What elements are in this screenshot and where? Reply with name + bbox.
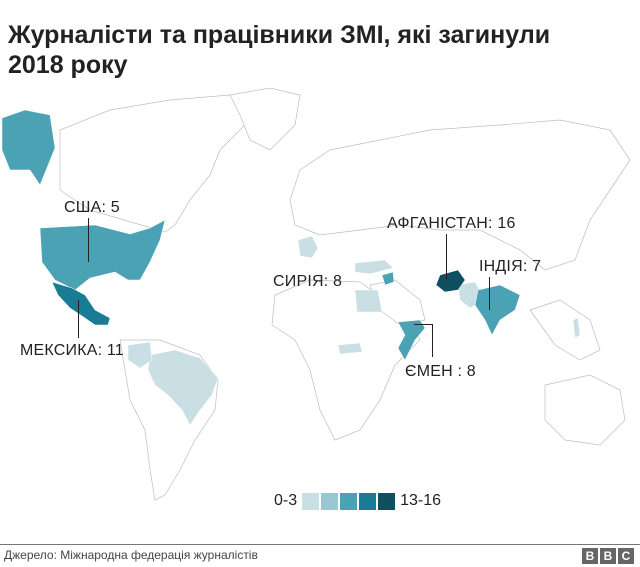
chart-title: Журналісти та працівники ЗМІ, які загину… [8, 21, 551, 79]
bbc-logo-letter: B [582, 548, 598, 564]
label-yemen: ЄМЕН : 8 [405, 363, 476, 380]
leader-afghanistan [446, 234, 447, 279]
label-syria: СИРІЯ: 8 [273, 273, 343, 290]
legend-swatch-5 [378, 492, 396, 510]
footer-divider [0, 544, 640, 545]
car [337, 342, 363, 355]
leader-mexico [78, 300, 79, 338]
leader-usa [88, 218, 89, 262]
legend-swatch-4 [359, 492, 377, 510]
canada [59, 94, 261, 233]
world-map [1, 88, 631, 501]
mexico [51, 281, 111, 326]
legend-swatch-1 [302, 492, 320, 510]
brazil [147, 349, 219, 426]
legend: 0-3 13-16 [274, 492, 441, 510]
philippines [572, 317, 581, 339]
label-afghanistan: АФГАНІСТАН: 16 [387, 215, 516, 232]
australia [544, 374, 626, 446]
colombia [127, 341, 153, 369]
label-mexico: МЕКСИКА: 11 [20, 342, 124, 359]
bbc-logo: B B C [582, 548, 634, 564]
africa [271, 279, 421, 441]
usa [39, 219, 166, 291]
turkey [354, 259, 394, 275]
leader-india [489, 277, 490, 310]
france [297, 235, 319, 259]
legend-max-label: 13-16 [400, 492, 442, 509]
bbc-logo-letter: B [600, 548, 616, 564]
source-text: Джерело: Міжнародна федерація журналісті… [4, 548, 258, 562]
greenland [229, 88, 301, 151]
southeast-asia [529, 299, 601, 361]
bbc-logo-letter: C [618, 548, 634, 564]
leader-yemen-v [432, 324, 433, 357]
alaska [1, 109, 56, 186]
egypt [354, 289, 383, 313]
legend-min-label: 0-3 [274, 492, 298, 509]
leader-yemen-h [414, 324, 432, 325]
syria [381, 271, 395, 286]
eurasia [289, 119, 631, 271]
india [474, 284, 521, 336]
yemen-somalia [397, 319, 426, 361]
label-india: ІНДІЯ: 7 [479, 258, 542, 275]
label-usa: США: 5 [64, 199, 120, 216]
legend-swatch-3 [340, 492, 358, 510]
afghanistan [435, 269, 466, 293]
legend-swatch-2 [321, 492, 339, 510]
